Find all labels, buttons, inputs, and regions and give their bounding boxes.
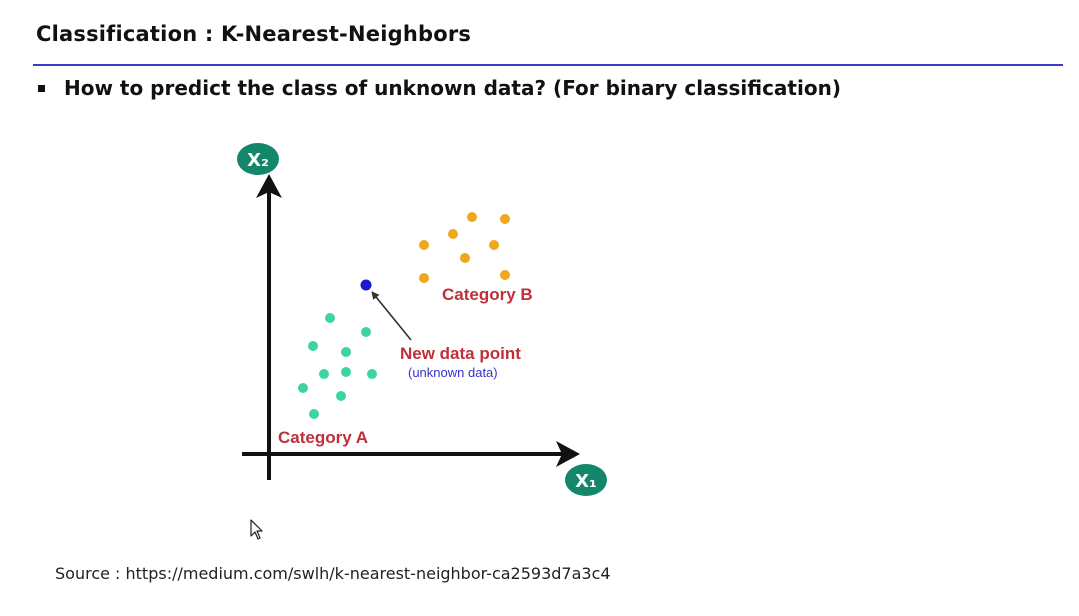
category-b-point-1	[467, 212, 477, 222]
x-axis-label: X₁	[575, 471, 597, 492]
category-a-point-6	[341, 367, 351, 377]
category-a-label: Category A	[278, 428, 368, 447]
y-axis-arrowhead	[256, 174, 282, 198]
category-b-point-6	[460, 253, 470, 263]
category-a-point-9	[336, 391, 346, 401]
category-b-points	[419, 212, 510, 283]
new-data-point-sublabel: (unknown data)	[408, 365, 498, 380]
category-a-points	[298, 313, 377, 419]
category-b-point-2	[500, 214, 510, 224]
bullet-item: How to predict the class of unknown data…	[38, 76, 841, 100]
category-b-point-4	[419, 240, 429, 250]
new-data-point	[360, 279, 372, 291]
category-b-label: Category B	[442, 285, 533, 304]
category-b-point-5	[489, 240, 499, 250]
category-a-point-1	[325, 313, 335, 323]
category-a-point-3	[308, 341, 318, 351]
y-axis-badge: X₂	[237, 143, 279, 175]
new-data-point-label: New data point	[400, 344, 521, 363]
category-a-point-2	[361, 327, 371, 337]
source-citation: Source : https://medium.com/swlh/k-neare…	[55, 564, 611, 583]
category-b-point-8	[500, 270, 510, 280]
slide-title: Classification : K-Nearest-Neighbors	[36, 22, 472, 46]
bullet-text: How to predict the class of unknown data…	[64, 76, 841, 100]
x-axis-arrowhead	[556, 441, 580, 467]
category-a-point-8	[298, 383, 308, 393]
title-divider	[33, 64, 1063, 66]
category-a-point-10	[309, 409, 319, 419]
category-a-point-7	[367, 369, 377, 379]
category-b-point-3	[448, 229, 458, 239]
y-axis-label: X₂	[247, 150, 269, 171]
new-point-pointer-arrow	[371, 291, 412, 341]
x-axis-badge: X₁	[565, 464, 607, 496]
category-a-point-4	[341, 347, 351, 357]
mouse-cursor-icon	[250, 519, 263, 540]
bullet-square-icon	[38, 85, 45, 92]
category-b-point-7	[419, 273, 429, 283]
category-a-point-5	[319, 369, 329, 379]
